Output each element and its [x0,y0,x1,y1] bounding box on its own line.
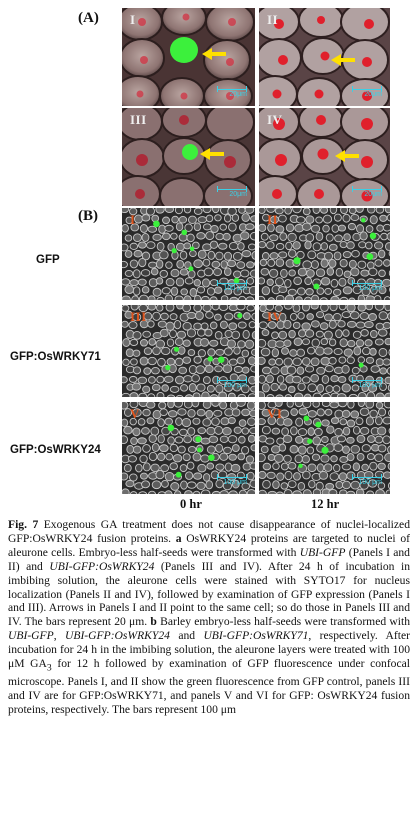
caption-gene: UBI-GFP:OsWRKY24 [49,559,155,573]
panel-numeral: II [267,12,279,27]
gfp-nucleus [188,266,194,272]
gfp-nucleus [197,447,202,453]
panel-numeral: V [130,406,140,421]
caption-text: (Panels III and IV). After 24 h of incub… [8,559,410,629]
panel-numeral: IV [267,309,283,324]
gfp-nucleus [167,424,175,432]
gfp-nucleus [208,454,215,461]
caption-text: OsWRKY24 proteins are targeted to nuclei… [8,531,410,559]
gfp-nucleus [293,257,301,265]
scale-bar: 100 μm [352,377,382,391]
micrograph-b-i: I 100 μm [122,208,255,300]
gfp-nucleus [366,253,374,261]
gfp-nucleus [303,415,310,422]
scale-bar-label: 20μm [229,91,247,98]
row-label-oswrky71: GFP:OsWRKY71 [10,351,101,363]
scale-bar: 20μm [352,186,382,200]
panel-numeral: IV [267,112,283,127]
scale-bar: 100 μm [217,280,247,294]
gfp-nucleus [313,283,320,290]
caption-text: Exogenous GA treatment does not cause di… [8,518,410,545]
scale-bar: 100 μm [352,280,382,294]
gfp-nucleus [358,362,364,368]
gfp-nucleus [173,346,180,352]
scale-bar-label: 100 μm [223,479,248,486]
panel-numeral: III [130,309,147,324]
panel-numeral: VI [267,406,283,421]
caption-text: , [53,629,65,643]
scale-bar-label: 20μm [364,191,382,198]
gfp-nucleus [237,313,243,319]
caption-gene: UBI-GFP [299,545,346,559]
scale-bar-label: 100 μm [358,285,383,292]
micrograph-b-iv: IV 100 μm [259,305,390,397]
micrograph-a-ii: II 20μm [259,8,390,106]
gfp-nucleus [361,218,366,223]
scale-bar: 20μm [352,86,382,100]
micrograph-a-iii: III 20μm [122,108,255,206]
gfp-nucleus [195,436,202,443]
cell-texture [259,305,390,397]
panel-numeral: I [130,212,136,227]
panel-numeral: III [130,112,147,127]
panel-numeral: I [130,12,136,27]
caption-part-b: b [150,615,157,629]
scale-bar-label: 20μm [229,191,247,198]
cell-texture [259,208,390,300]
micrograph-b-ii: II 100 μm [259,208,390,300]
panel-a-label: (A) [78,10,99,26]
gfp-nucleus [307,438,313,444]
gfp-nucleus [189,246,195,252]
scale-bar-label: 100 μm [358,382,383,389]
gfp-nucleus [153,220,160,228]
gfp-nucleus [369,232,377,240]
caption-text: Barley embryo-less half-seeds were trans… [156,615,410,629]
cell-texture [122,402,255,494]
cell-texture [259,402,390,494]
column-label-0hr: 0 hr [180,497,202,511]
micrograph-b-v: V 100 μm [122,402,255,494]
column-label-12hr: 12 hr [311,497,340,511]
gfp-nucleus [175,471,182,478]
panel-b-label: (B) [78,208,98,224]
gfp-nucleus [298,463,303,469]
scale-bar: 100 μm [352,474,382,488]
gfp-nucleus [315,421,322,428]
gfp-nucleus [207,356,214,362]
caption-gene: UBI-GFP [8,629,54,643]
scale-bar-label: 20μm [364,91,382,98]
caption-text: (Panels I and II) and [8,545,410,573]
cell-texture [122,208,255,300]
caption-text: for 12 h followed by examination of GFP … [8,657,410,717]
micrograph-a-i: I 20μm [122,8,255,106]
figure-caption: Fig. 7 Exogenous GA treatment does not c… [8,518,410,717]
micrograph-a-iv: IV 20μm [259,108,390,206]
caption-part-a: a [175,531,182,545]
gfp-nucleus [165,364,171,371]
row-label-gfp: GFP [36,254,60,266]
gfp-nucleus [217,356,225,363]
gfp-nucleus [321,446,329,454]
scale-bar-label: 100 μm [223,285,248,292]
caption-gene: UBI-GFP:OsWRKY71 [203,629,309,643]
cell-texture [122,305,255,397]
panel-numeral: II [267,212,279,227]
caption-text: and [169,629,204,643]
scale-bar-label: 100 μm [358,479,383,486]
caption-fig-label: Fig. 7 [8,518,39,531]
caption-text: , respectively. After incubation for 24 … [8,629,411,671]
gfp-nucleus [181,229,188,236]
caption-gene: UBI-GFP:OsWRKY24 [64,629,170,643]
gfp-nucleus [171,248,177,254]
scale-bar: 100 μm [217,474,247,488]
gfp-nucleus [233,277,240,284]
caption-subscript: 3 [46,662,52,674]
micrograph-b-iii: III 100 μm [122,305,255,397]
row-label-oswrky24: GFP:OsWRKY24 [10,444,101,456]
scale-bar: 20μm [217,186,247,200]
micrograph-b-vi: VI 100 μm [259,402,390,494]
scale-bar: 20μm [217,86,247,100]
scale-bar-label: 100 μm [223,382,248,389]
scale-bar: 100 μm [217,377,247,391]
